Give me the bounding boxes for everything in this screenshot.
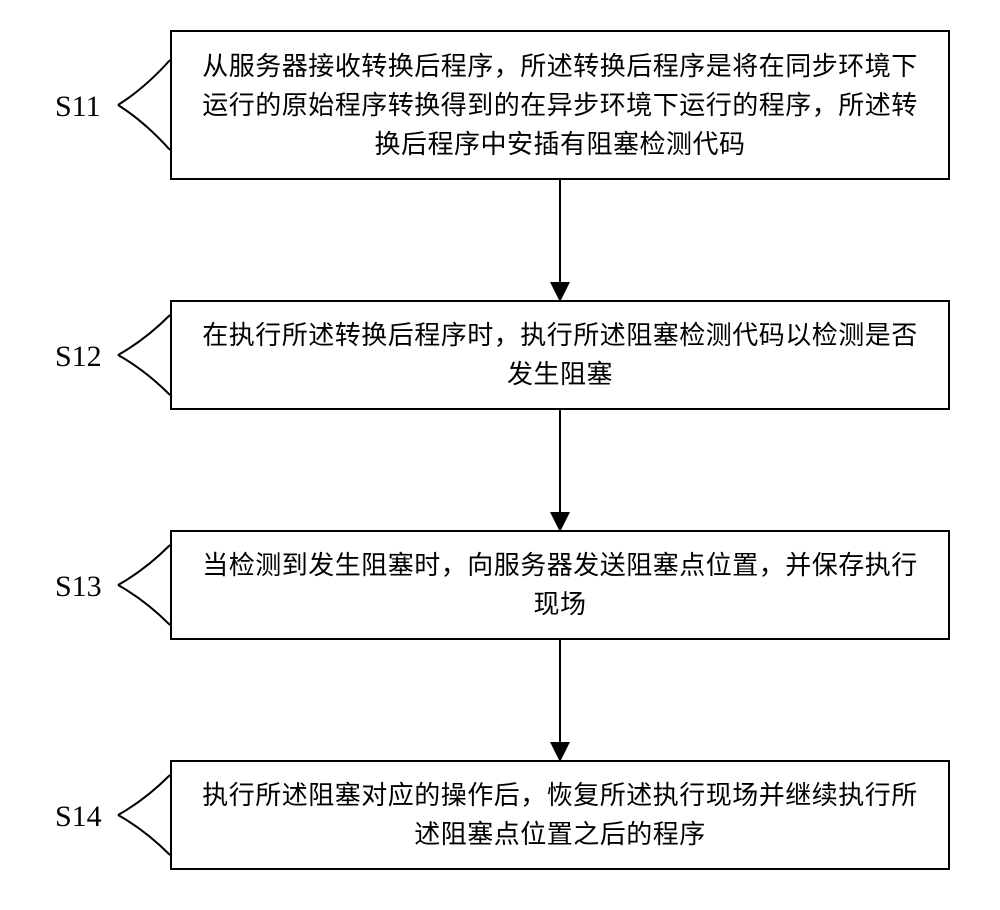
step-text: 执行所述阻塞对应的操作后，恢复所述执行现场并继续执行所述阻塞点位置之后的程序 [190,776,930,854]
step-box-s14: 执行所述阻塞对应的操作后，恢复所述执行现场并继续执行所述阻塞点位置之后的程序 [170,760,950,870]
step-label-text: S12 [55,340,102,373]
step-label-text: S14 [55,800,102,833]
step-label-s14: S14 [55,800,102,834]
label-bracket-s14 [118,775,170,855]
flowchart-canvas: S11 S12 S13 S14 从服务器接收转换后程序，所述转换后程序是将在同步… [0,0,1000,910]
step-text: 从服务器接收转换后程序，所述转换后程序是将在同步环境下运行的原始程序转换得到的在… [190,47,930,164]
step-text: 当检测到发生阻塞时，向服务器发送阻塞点位置，并保存执行现场 [190,546,930,624]
step-box-s13: 当检测到发生阻塞时，向服务器发送阻塞点位置，并保存执行现场 [170,530,950,640]
label-bracket-s11 [118,60,170,150]
step-label-s11: S11 [55,90,101,124]
step-text: 在执行所述转换后程序时，执行所述阻塞检测代码以检测是否发生阻塞 [190,316,930,394]
label-bracket-s13 [118,545,170,625]
label-bracket-s12 [118,315,170,395]
step-label-s13: S13 [55,570,102,604]
step-label-text: S13 [55,570,102,603]
step-box-s12: 在执行所述转换后程序时，执行所述阻塞检测代码以检测是否发生阻塞 [170,300,950,410]
step-label-text: S11 [55,90,101,123]
step-label-s12: S12 [55,340,102,374]
step-box-s11: 从服务器接收转换后程序，所述转换后程序是将在同步环境下运行的原始程序转换得到的在… [170,30,950,180]
